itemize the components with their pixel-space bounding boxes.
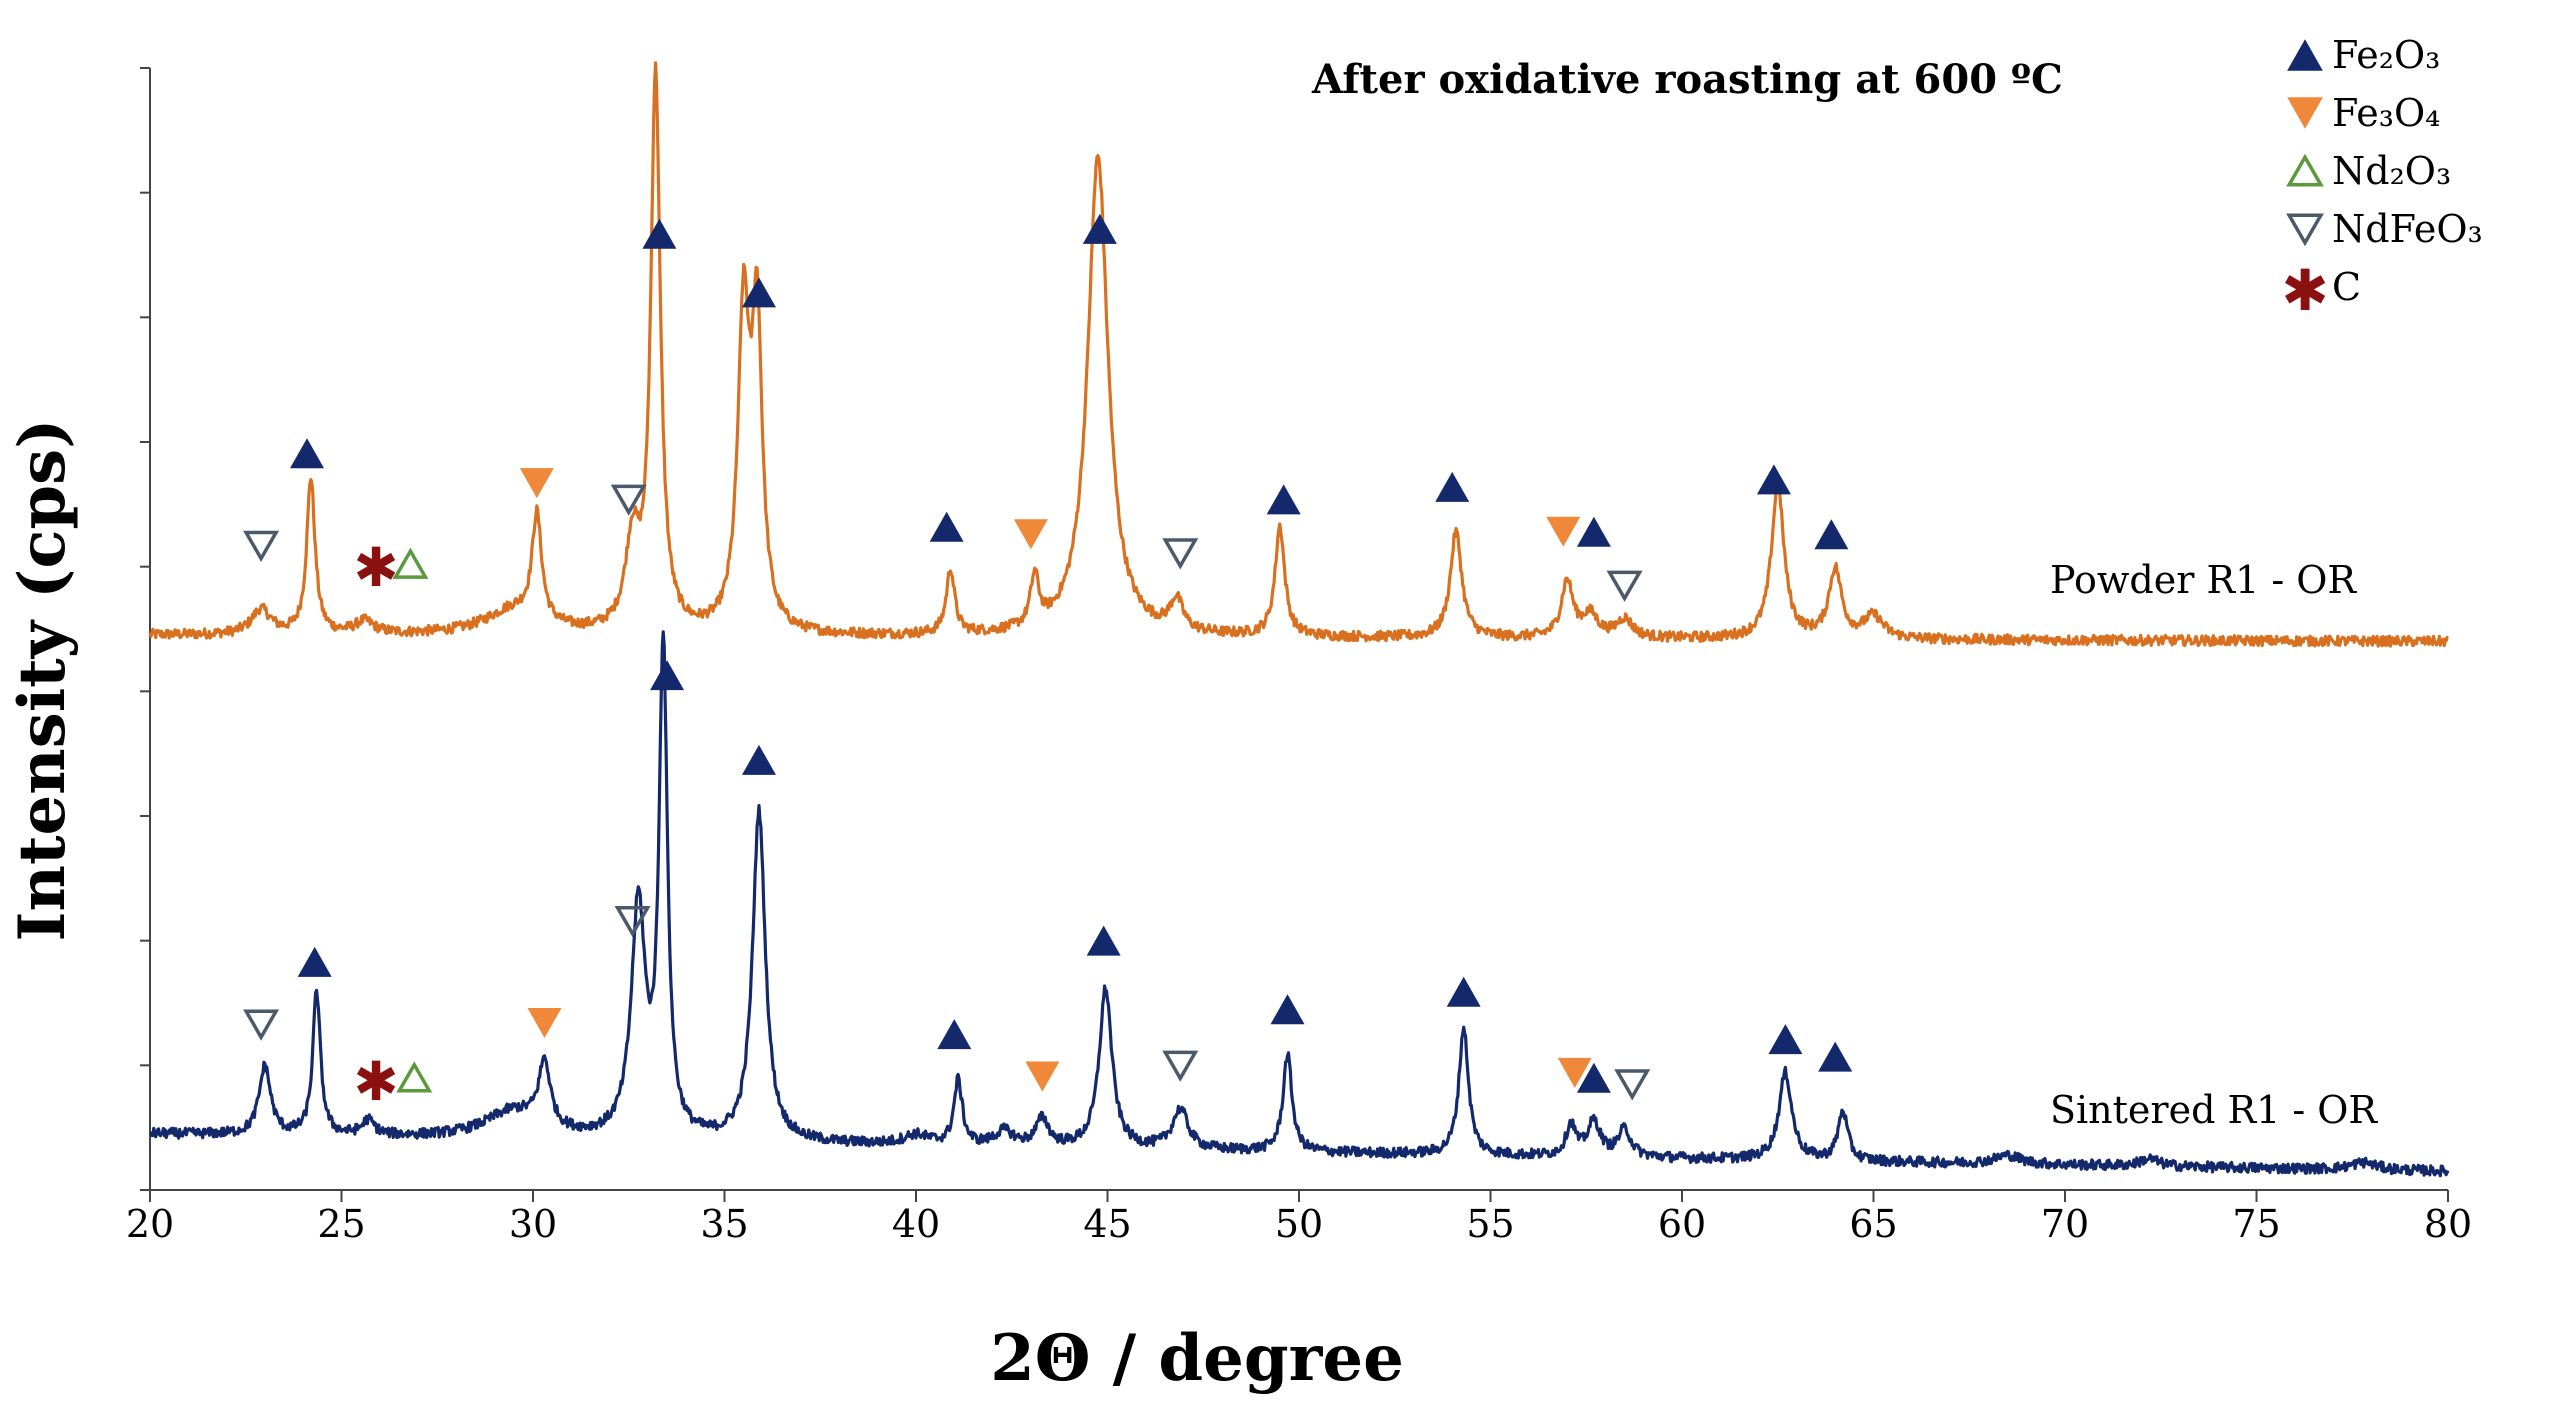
marker-fe2o3 — [1435, 471, 1470, 502]
legend-symbol-ndfeo3 — [2286, 213, 2324, 247]
x-tick-label: 80 — [2424, 1202, 2472, 1246]
marker-fe2o3 — [1270, 994, 1305, 1025]
marker-fe2o3 — [1576, 1062, 1611, 1093]
x-tick-label: 70 — [2041, 1202, 2089, 1246]
marker-fe2o3 — [290, 438, 325, 469]
marker-fe2o3 — [741, 744, 776, 775]
marker-fe3o4 — [1013, 519, 1048, 550]
marker-fe2o3 — [1086, 925, 1121, 956]
axes: 20 25 30 35 40 45 50 55 60 65 70 75 80 — [126, 67, 2472, 1246]
y-ticks — [140, 67, 150, 1191]
marker-nd2o3 — [392, 547, 429, 579]
marker-ndfeo3 — [1606, 570, 1643, 602]
series-label-powder: Powder R1 - OR — [2050, 558, 2357, 602]
marker-layer: ✱✱ — [243, 213, 1853, 1113]
marker-fe2o3 — [650, 660, 685, 691]
marker-fe3o4 — [1025, 1061, 1060, 1092]
legend-symbol-fe3o4 — [2287, 97, 2323, 129]
x-tick-label: 55 — [1466, 1202, 1514, 1246]
x-tick-label: 45 — [1083, 1202, 1131, 1246]
marker-fe2o3 — [642, 218, 677, 249]
x-tick-label: 30 — [509, 1202, 557, 1246]
marker-fe2o3 — [929, 511, 964, 542]
marker-fe2o3 — [937, 1019, 972, 1050]
marker-fe2o3 — [1768, 1024, 1803, 1055]
marker-fe3o4 — [1557, 1057, 1592, 1088]
marker-fe2o3 — [1446, 976, 1481, 1007]
legend-symbol-nd2o3 — [2286, 153, 2324, 187]
x-tick-label: 35 — [700, 1202, 748, 1246]
x-tick-label: 20 — [126, 1202, 174, 1246]
x-tick-label: 65 — [1849, 1202, 1897, 1246]
series-line-sintered — [149, 630, 2450, 1178]
x-tick-label: 75 — [2232, 1202, 2280, 1246]
marker-fe2o3 — [1266, 484, 1301, 515]
x-tick-label: 60 — [1658, 1202, 1706, 1246]
series-line-powder — [148, 61, 2449, 648]
x-axis-title: 2Θ / degree — [990, 1321, 1404, 1396]
series-label-sintered: Sintered R1 - OR — [2050, 1088, 2378, 1132]
marker-nd2o3 — [396, 1061, 433, 1093]
marker-fe2o3 — [1576, 516, 1611, 547]
marker-ndfeo3 — [1162, 538, 1199, 570]
x-tick-label: 40 — [892, 1202, 940, 1246]
marker-ndfeo3 — [610, 484, 647, 516]
x-tick-label: 50 — [1275, 1202, 1323, 1246]
legend-label-carbon: C — [2332, 265, 2361, 309]
marker-ndfeo3 — [1614, 1069, 1651, 1101]
legend: Fe₂O₃ Fe₃O₄ Nd₂O₃ NdFeO₃✱ C — [2281, 33, 2483, 324]
marker-fe2o3 — [1756, 464, 1791, 495]
marker-fe3o4 — [519, 468, 554, 499]
marker-ndfeo3 — [243, 530, 280, 562]
marker-fe2o3 — [1082, 213, 1117, 244]
x-ticks: 20 25 30 35 40 45 50 55 60 65 70 75 80 — [126, 1190, 2472, 1246]
legend-label-fe3o4: Fe₃O₄ — [2332, 91, 2440, 135]
marker-fe2o3 — [297, 946, 332, 977]
legend-symbol-carbon: ✱ — [2281, 258, 2329, 324]
marker-fe2o3 — [741, 277, 776, 308]
series-layer — [148, 61, 2450, 1178]
marker-fe2o3 — [1818, 1041, 1853, 1072]
chart-title: After oxidative roasting at 600 ºC — [1311, 56, 2063, 103]
marker-carbon: ✱ — [353, 1050, 398, 1113]
marker-ndfeo3 — [243, 1009, 280, 1041]
marker-fe3o4 — [527, 1007, 562, 1038]
y-axis-title: Intensity (cps) — [5, 419, 80, 942]
marker-carbon: ✱ — [353, 536, 398, 599]
marker-ndfeo3 — [614, 905, 651, 938]
legend-label-nd2o3: Nd₂O₃ — [2332, 149, 2451, 193]
legend-label-ndfeo3: NdFeO₃ — [2332, 207, 2483, 251]
legend-label-fe2o3: Fe₂O₃ — [2332, 33, 2440, 77]
legend-symbol-fe2o3 — [2287, 39, 2323, 71]
x-tick-label: 25 — [317, 1202, 365, 1246]
marker-fe2o3 — [1814, 519, 1849, 550]
marker-fe3o4 — [1546, 516, 1581, 547]
marker-ndfeo3 — [1162, 1050, 1199, 1082]
